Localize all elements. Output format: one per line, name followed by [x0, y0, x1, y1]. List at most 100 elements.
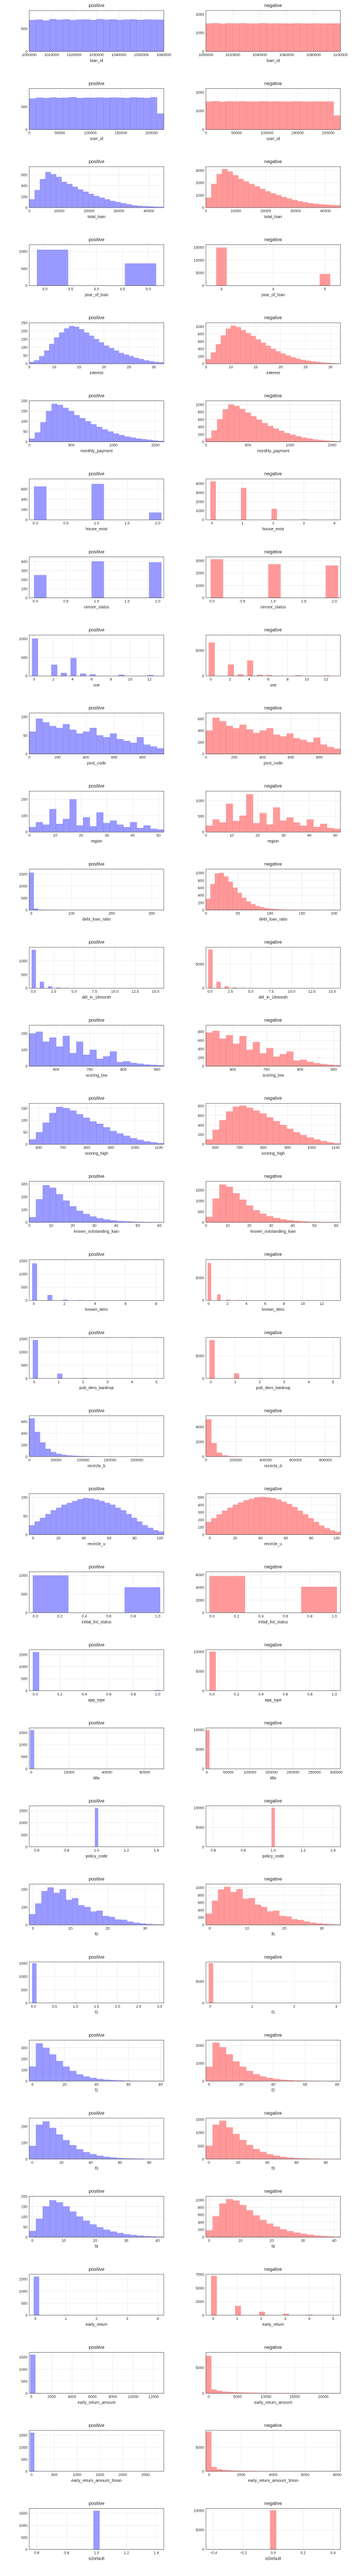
histogram-bar: [49, 344, 54, 364]
y-tick-label: 7500: [196, 2273, 205, 2277]
x-tick-label: 50000: [223, 1770, 233, 1774]
histogram-bar: [227, 2392, 233, 2394]
axes-frame: [205, 2508, 341, 2550]
histogram-bar: [69, 97, 77, 130]
histogram-bar: [240, 330, 246, 364]
y-tick-label: 1000: [19, 1574, 28, 1578]
x-tick-label: 0: [205, 444, 207, 448]
y-tick-label: 0: [202, 1221, 204, 1225]
histogram-bar: [216, 174, 222, 208]
y-tick-label: 100: [21, 588, 27, 592]
histogram-bar: [286, 101, 294, 130]
histogram-bar: [286, 1128, 294, 1145]
y-tick-label: 250: [21, 322, 27, 326]
histogram-bar: [226, 101, 233, 130]
x-tick-label: 20: [93, 2239, 98, 2243]
histogram-bar: [295, 358, 301, 364]
histogram-bar: [233, 406, 240, 442]
histogram-bar: [76, 1114, 84, 1145]
panel-title: positive: [88, 1876, 105, 1881]
histogram-bar: [91, 424, 97, 442]
histogram-bar: [266, 2154, 274, 2160]
histogram-bar: [108, 1917, 115, 1925]
x-tick-label: 5: [332, 1380, 335, 1384]
histogram-bar: [109, 19, 117, 52]
x-tick-label: 8000: [333, 2473, 342, 2477]
y-tick-label: 0: [25, 987, 27, 991]
axes-frame: [205, 1962, 341, 2004]
histogram-bar: [227, 171, 233, 208]
x-tick-label: 10: [128, 678, 133, 682]
y-tick-label: 400: [198, 426, 204, 430]
x-axis-label: loan_id: [90, 59, 104, 63]
x-tick-label: 1.4: [154, 1849, 159, 1853]
axes-frame: [205, 322, 341, 364]
histogram-bar: [109, 1131, 117, 1145]
x-tick-label: 6: [267, 678, 270, 682]
x-tick-label: 0.0: [33, 600, 38, 604]
x-tick-label: 0.2: [57, 1614, 63, 1618]
histogram-bar: [157, 748, 164, 754]
histogram-bar: [329, 1530, 335, 1535]
histogram-bar: [90, 2077, 97, 2081]
y-tick-label: 200: [21, 330, 27, 334]
histogram-bar: [280, 2080, 287, 2081]
y-tick-label: 1000: [19, 2446, 28, 2450]
histogram-bar: [157, 113, 164, 130]
y-tick-label: 500: [21, 973, 27, 977]
y-tick-label: 500: [21, 2380, 27, 2384]
histogram-bar: [259, 730, 267, 754]
histogram-bar: [280, 101, 287, 130]
y-tick-label: 800: [198, 410, 204, 415]
histogram-bar: [29, 1217, 36, 1223]
axes-frame: [29, 1025, 164, 1066]
histogram-bar: [34, 486, 47, 520]
x-tick-label: 30: [281, 834, 286, 838]
x-tick-label: 2: [63, 1302, 66, 1306]
histogram-bar: [29, 2230, 36, 2237]
histogram-bar: [292, 1507, 298, 1535]
histogram-bar: [58, 332, 64, 364]
histogram-bar: [123, 1061, 130, 1066]
histogram-bar: [233, 1373, 239, 1379]
axes-frame: [205, 166, 341, 208]
x-tick-label: 8: [155, 1302, 157, 1306]
x-tick-label: 0: [35, 2317, 37, 2321]
x-tick-label: 900: [108, 1146, 114, 1150]
y-tick-label: 1000: [19, 1665, 28, 1669]
histogram-bar: [302, 1514, 308, 1535]
histogram-bar: [232, 1193, 240, 1223]
y-tick-label: 2000: [196, 2044, 205, 2048]
histogram-bar: [139, 1923, 146, 1925]
histogram-bar: [301, 437, 307, 442]
histogram-bar: [127, 1921, 133, 1925]
x-axis-label: censor_status: [84, 606, 109, 610]
y-tick-label: 150: [21, 410, 27, 414]
histogram-bar: [209, 1652, 216, 1691]
histogram-bar: [29, 1033, 36, 1066]
y-tick-label: 5000: [196, 2287, 205, 2291]
y-tick-label: 1000: [19, 1743, 28, 1748]
histogram-bar: [56, 2202, 63, 2237]
histogram-bar: [32, 638, 38, 676]
histogram-bar: [69, 1053, 77, 1066]
x-tick-label: 2: [52, 678, 54, 682]
histogram-bar: [293, 1060, 301, 1066]
y-tick-label: 500: [21, 1988, 27, 1993]
y-tick-label: 800: [198, 1030, 204, 1034]
histogram-bar: [205, 1522, 212, 1535]
histogram-bar: [319, 1525, 325, 1535]
histogram-bar: [280, 1125, 287, 1145]
histogram-panel-positive-user-id: 05000 50000 100000 150000 200000positiveuser…: [21, 81, 164, 141]
histogram-bar: [239, 2066, 247, 2081]
histogram-bar: [313, 737, 321, 754]
histogram-bar: [212, 2042, 220, 2081]
histogram-bar: [150, 19, 157, 52]
histogram-bar: [130, 1062, 137, 1066]
x-tick-label: 500: [51, 2473, 57, 2477]
histogram-bar: [273, 2226, 280, 2237]
x-tick-label: 1050000: [134, 53, 149, 57]
y-tick-label: 500: [21, 2302, 27, 2306]
